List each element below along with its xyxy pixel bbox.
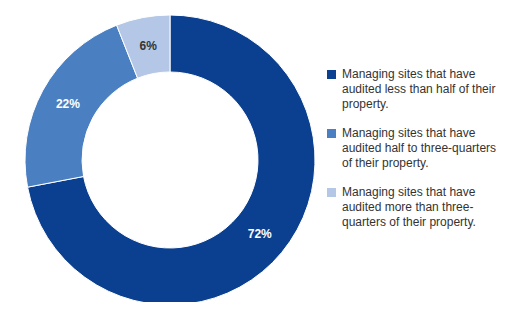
html-text:Managing sites that have audit: Managing sites that have audited half to…	[342, 125, 497, 170]
svg-text:6%: 6%	[139, 39, 157, 53]
html-text:Managing sites that have audit: Managing sites that have audited more th…	[342, 184, 476, 229]
svg-text:22%: 22%	[56, 97, 80, 111]
svg-text:72%: 72%	[248, 227, 272, 241]
html-text:Managing sites that have audit: Managing sites that have audited less th…	[342, 66, 496, 111]
